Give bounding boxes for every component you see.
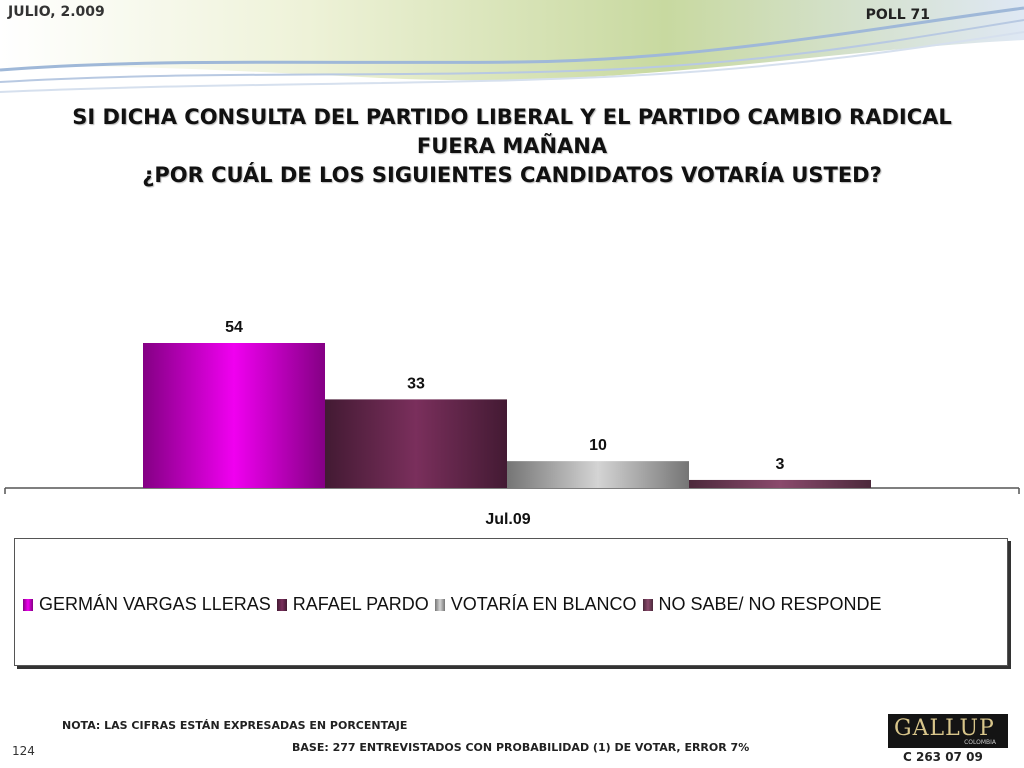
title-line-2: FUERA MAÑANA [416,134,608,158]
legend-item-4: NO SABE/ NO RESPONDE [642,594,882,615]
legend-label: RAFAEL PARDO [292,594,429,614]
bar-chart: 54 33 10 3 Jul.09 [4,319,1020,528]
category-label: Jul.09 [485,511,530,528]
legend-label: GERMÁN VARGAS LLERAS [39,594,271,614]
chart-title: SI DICHA CONSULTA DEL PARTIDO LIBERAL Y … [40,103,984,190]
bar-2 [325,399,507,488]
data-label-2: 33 [407,375,425,392]
legend-swatch [276,598,287,611]
legend-label: VOTARÍA EN BLANCO [450,594,637,614]
legend-label: NO SABE/ NO RESPONDE [658,594,882,614]
footer-note: NOTA: LAS CIFRAS ESTÁN EXPRESADAS EN POR… [62,719,408,732]
title-line-3: ¿POR CUÁL DE LOS SIGUIENTES CANDIDATOS V… [142,163,882,187]
data-label-1: 54 [225,319,243,336]
legend-swatch [23,598,33,611]
slide-code: C 263 07 09 [903,750,983,764]
legend-item-2: RAFAEL PARDO [276,594,429,615]
header-poll: POLL 71 [865,7,930,23]
data-label-3: 10 [589,437,607,454]
page-number: 124 [12,744,35,758]
gallup-logo: GALLUP COLOMBIA [888,714,1008,748]
logo-word: GALLUP [894,716,995,741]
legend-items: GERMÁN VARGAS LLERAS RAFAEL PARDO VOTARÍA … [23,594,888,615]
bar-3 [507,461,689,488]
legend-item-3: VOTARÍA EN BLANCO [434,594,637,615]
data-label-4: 3 [776,456,785,473]
header-date: JULIO, 2.009 [8,4,105,20]
title-line-1: SI DICHA CONSULTA DEL PARTIDO LIBERAL Y … [72,105,952,129]
logo-sub: COLOMBIA [964,739,996,746]
footer-base: BASE: 277 ENTREVISTADOS CON PROBABILIDAD… [292,741,750,754]
bar-4 [689,479,871,488]
chart-legend: GERMÁN VARGAS LLERAS RAFAEL PARDO VOTARÍA … [14,538,1008,666]
bar-1 [143,343,325,488]
header-banner [0,0,1024,93]
legend-swatch [642,598,653,611]
x-axis-line [4,487,1020,494]
legend-swatch [434,598,445,611]
legend-item-1: GERMÁN VARGAS LLERAS [23,594,271,615]
